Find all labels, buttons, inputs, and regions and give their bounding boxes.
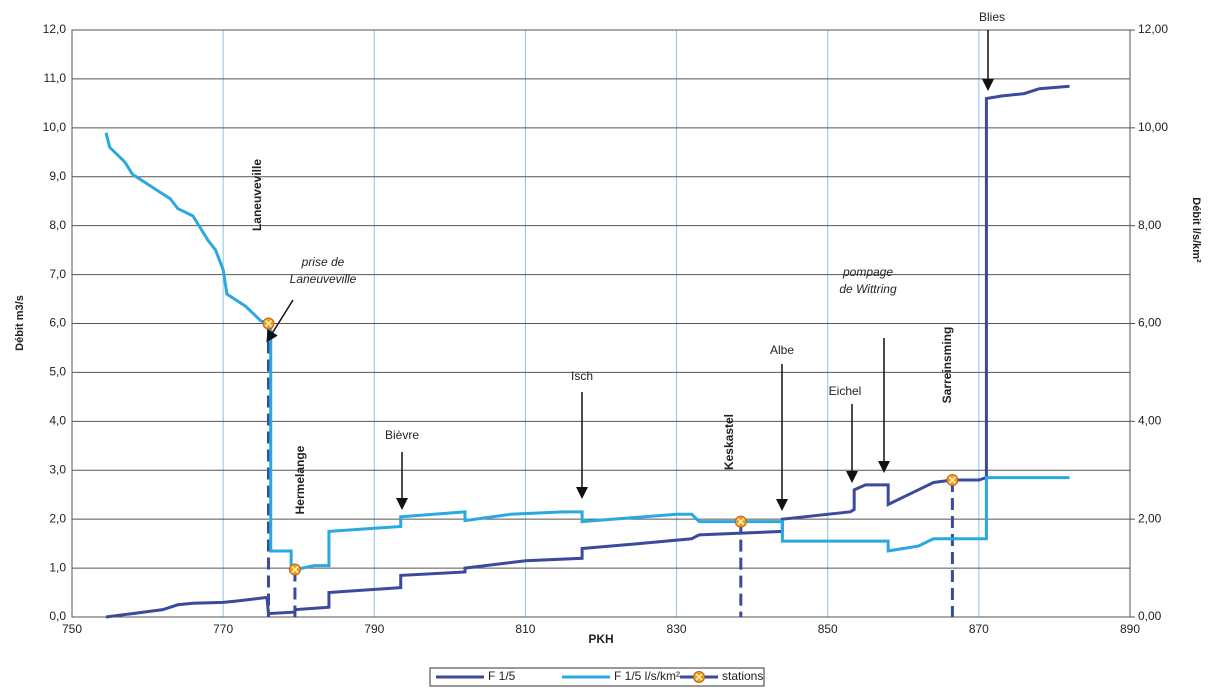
y-tick-label: 8,0 <box>49 218 66 232</box>
annotation: Blies <box>979 10 1005 24</box>
x-tick-label: 810 <box>515 622 535 636</box>
y-tick-label: 7,0 <box>49 267 66 281</box>
legend-label: stations <box>722 669 763 683</box>
x-tick-label: 750 <box>62 622 82 636</box>
annotation: Sarreinsming <box>940 327 954 404</box>
y2-tick-label: 8,00 <box>1138 218 1162 232</box>
y-tick-label: 9,0 <box>49 169 66 183</box>
y2-tick-label: 12,00 <box>1138 22 1168 36</box>
y-tick-label: 12,0 <box>43 22 67 36</box>
station-marker-cross <box>695 673 703 681</box>
station-marker-cross <box>737 518 745 526</box>
annotation: Albe <box>770 343 794 357</box>
y2-axis-label: Débit l/s/km² <box>1190 197 1202 263</box>
annotation: Keskastel <box>722 414 736 470</box>
annotation: Isch <box>571 369 593 383</box>
y-tick-label: 6,0 <box>49 316 66 330</box>
y-tick-label: 3,0 <box>49 462 66 476</box>
annotation: Bièvre <box>385 428 419 442</box>
annotation: de Wittring <box>839 282 897 296</box>
y-tick-label: 5,0 <box>49 365 66 379</box>
annotation: Eichel <box>829 384 862 398</box>
legend-label: F 1/5 <box>488 669 516 683</box>
x-tick-label: 870 <box>969 622 989 636</box>
y2-tick-label: 6,00 <box>1138 316 1162 330</box>
y2-tick-label: 4,00 <box>1138 414 1162 428</box>
x-axis-label: PKH <box>588 632 613 646</box>
annotation: Laneuveville <box>290 272 357 286</box>
x-tick-label: 850 <box>818 622 838 636</box>
station-marker <box>288 563 301 576</box>
annotation: Hermelange <box>293 445 307 514</box>
y-tick-label: 11,0 <box>44 71 67 85</box>
legend-label: F 1/5 l/s/km² <box>614 669 680 683</box>
y2-tick-label: 0,00 <box>1138 609 1162 623</box>
station-marker-cross <box>948 476 956 484</box>
series-line <box>104 132 1070 573</box>
plot-frame <box>71 29 1131 618</box>
y-axis-label: Débit m3/s <box>14 295 26 351</box>
station-marker <box>734 515 747 528</box>
annotation-arrow <box>266 299 294 343</box>
annotation: pompage <box>842 265 893 279</box>
x-tick-label: 830 <box>667 622 687 636</box>
x-tick-label: 770 <box>213 622 233 636</box>
station-marker-cross <box>291 566 299 574</box>
y-tick-label: 1,0 <box>49 560 66 574</box>
x-tick-label: 890 <box>1120 622 1140 636</box>
series-line <box>105 84 1070 619</box>
y2-tick-label: 10,00 <box>1138 120 1168 134</box>
y-tick-label: 2,0 <box>49 511 66 525</box>
station-marker <box>946 474 959 487</box>
y-tick-label: 4,0 <box>49 414 66 428</box>
y2-tick-label: 2,00 <box>1138 511 1162 525</box>
y-tick-label: 10,0 <box>43 120 67 134</box>
station-marker-cross <box>264 319 273 328</box>
x-tick-label: 790 <box>364 622 384 636</box>
annotation: Laneuveville <box>250 159 264 231</box>
station-marker <box>262 317 275 330</box>
y-tick-label: 0,0 <box>49 609 66 623</box>
annotation: prise de <box>301 255 345 269</box>
